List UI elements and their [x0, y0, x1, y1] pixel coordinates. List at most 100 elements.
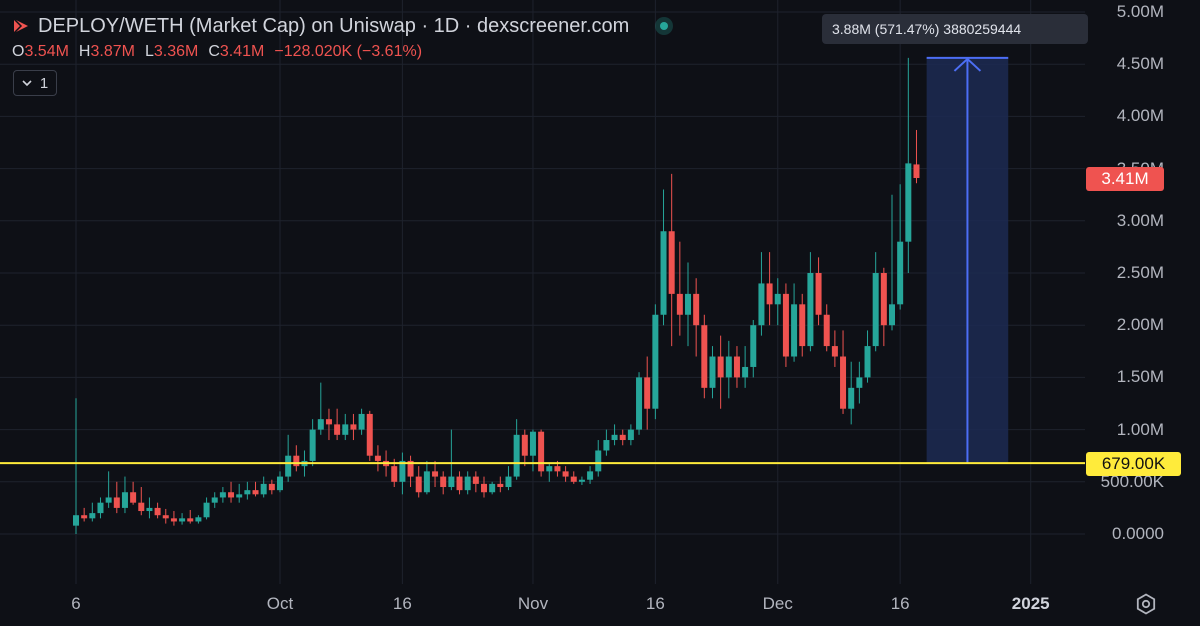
candle: [782, 283, 789, 367]
x-tick-label: 16: [890, 594, 910, 613]
candle-body: [497, 483, 504, 488]
candle: [652, 304, 659, 420]
candle-body: [456, 476, 463, 491]
candle: [244, 481, 251, 500]
x-tick-label: 16: [392, 594, 412, 613]
candle-body: [807, 273, 814, 347]
y-tick-label: 2.00M: [1116, 315, 1164, 335]
candle-body: [848, 387, 855, 409]
candle: [195, 515, 202, 524]
candle: [203, 497, 210, 520]
candle-body: [872, 273, 879, 347]
candle-body: [529, 431, 536, 456]
candle: [179, 513, 186, 525]
candle: [252, 481, 259, 497]
candle-body: [228, 492, 235, 498]
candle: [889, 194, 895, 331]
candle: [105, 471, 112, 508]
candle-body: [750, 325, 757, 367]
candle-body: [325, 419, 332, 425]
candle: [423, 460, 430, 495]
candle: [831, 330, 838, 367]
candle-body: [391, 466, 398, 482]
candle: [807, 252, 814, 352]
candle: [644, 356, 651, 430]
candle-body: [277, 476, 283, 491]
indicator-count: 1: [39, 74, 49, 92]
candle-body: [587, 471, 594, 480]
candle: [415, 466, 422, 498]
candle-body: [350, 424, 357, 430]
candle: [570, 471, 577, 484]
horizontal-line-badge: 679.00K: [1086, 452, 1181, 476]
high-label: H: [78, 43, 91, 60]
candle: [913, 129, 920, 184]
candle-body: [619, 434, 626, 441]
candle-body: [823, 314, 830, 347]
candle-body: [236, 494, 243, 498]
candle: [897, 184, 904, 310]
candle: [236, 483, 243, 503]
collapse-indicators-button[interactable]: 1: [13, 70, 57, 96]
settings-icon[interactable]: [1134, 592, 1158, 616]
candle-body: [791, 304, 798, 357]
candle: [905, 57, 912, 273]
candle: [81, 507, 88, 522]
candle: [325, 408, 332, 441]
candle-body: [334, 424, 341, 435]
candle: [750, 319, 757, 378]
candle: [595, 440, 602, 477]
candle-body: [660, 231, 667, 315]
last-price-badge: 3.41M: [1086, 167, 1164, 191]
candle-body: [489, 483, 496, 493]
candle: [766, 252, 773, 326]
measure-tooltip: 3.88M (571.47%) 3880259444: [822, 14, 1088, 44]
candle-body: [73, 515, 79, 526]
candle-body: [138, 502, 145, 512]
candle: [627, 424, 634, 446]
candle: [130, 481, 137, 505]
candle-body: [195, 517, 202, 522]
candle: [611, 424, 618, 446]
candle: [872, 252, 879, 352]
measure-tool: [926, 56, 1009, 464]
candle: [89, 502, 96, 522]
candle: [603, 429, 610, 456]
candle-body: [121, 492, 128, 508]
candle-body: [913, 164, 920, 178]
candle: [260, 476, 267, 498]
candle-body: [897, 241, 904, 305]
candle: [562, 466, 569, 482]
candle: [121, 476, 128, 514]
candle-body: [162, 515, 169, 519]
candle-body: [432, 471, 439, 477]
candle: [529, 429, 536, 472]
high-value: 3.87M: [90, 43, 135, 60]
candle: [285, 434, 292, 482]
candle: [228, 481, 235, 503]
y-tick-label: 3.00M: [1116, 210, 1164, 230]
candle: [685, 262, 691, 347]
candle: [521, 429, 528, 467]
y-tick-label: 2.50M: [1116, 263, 1164, 282]
candle: [880, 267, 887, 347]
change-value: −128.020K (−3.61%): [274, 43, 423, 60]
candle: [350, 413, 357, 441]
candle: [489, 481, 496, 495]
candle-body: [725, 356, 732, 378]
candle-body: [440, 476, 447, 488]
candle-body: [219, 492, 226, 498]
candle: [211, 492, 218, 508]
candle-body: [366, 413, 373, 456]
candle-series: [73, 57, 920, 534]
candle-body: [268, 483, 275, 491]
candle-body: [570, 476, 577, 482]
chart-title: DEPLOY/WETH (Market Cap) on Uniswap · 1D…: [38, 14, 630, 37]
candle-body: [774, 293, 781, 305]
candle-body: [309, 429, 316, 461]
candle-body: [317, 419, 324, 430]
candle-body: [358, 413, 365, 430]
candle-body: [652, 314, 659, 409]
candle-body: [407, 460, 414, 477]
